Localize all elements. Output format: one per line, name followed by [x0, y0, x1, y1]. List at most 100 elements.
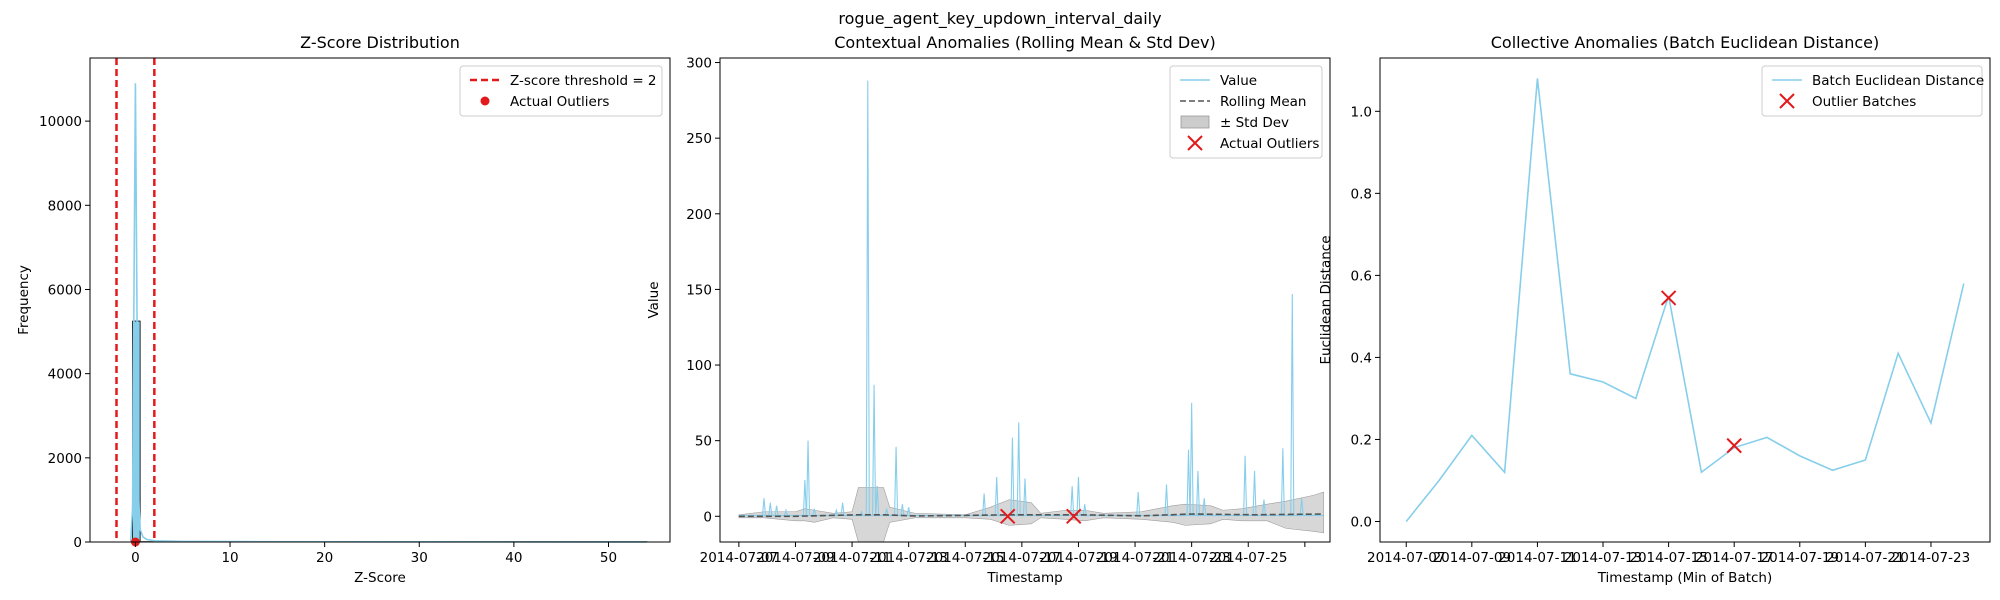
value-spike: [812, 508, 817, 516]
outlier-marker: [999, 508, 1016, 524]
outlier-marker: [1066, 508, 1082, 524]
x-axis-label: Timestamp: [986, 570, 1062, 586]
outlier-x-stroke: [1779, 93, 1795, 109]
legend-label: Batch Euclidean Distance: [1812, 73, 1984, 89]
x-tick-label: 2014-07-21: [1826, 550, 1904, 566]
legend-label: Value: [1220, 73, 1257, 89]
legend-label: Z-score threshold = 2: [510, 73, 657, 89]
x-tick-label: 2014-07-15: [1629, 550, 1707, 566]
x-tick-label: 40: [505, 550, 522, 566]
value-spike: [894, 446, 899, 516]
value-spike: [1252, 470, 1257, 516]
legend-box: [1169, 65, 1323, 159]
value-spike: [900, 504, 905, 516]
rolling-mean-line: [738, 513, 1324, 518]
value-spike: [1076, 476, 1081, 516]
y-tick-label: 300: [686, 56, 712, 72]
plot-area: [1405, 78, 1965, 522]
x-tick-label: 2014-07-19: [1761, 550, 1839, 566]
y-tick-label: 4000: [48, 367, 82, 383]
value-spike: [994, 476, 999, 516]
y-axis-label: Euclidean Distance: [1318, 235, 1334, 364]
value-spike: [834, 508, 839, 516]
x-tick-label: 50: [600, 550, 617, 566]
y-axis-label: Frequency: [16, 265, 32, 335]
value-spike: [774, 505, 779, 516]
x-tick-label: 20: [316, 550, 333, 566]
x-axis-label: Z-Score: [354, 570, 406, 586]
axes-frame: [1379, 57, 1991, 543]
y-tick-label: 10000: [39, 114, 82, 130]
zscore-distribution-panel: 0 10 20 30 40 50 0 2000 4000 6000 8000 10000 Z-Score…: [16, 33, 671, 586]
legend: Batch Euclidean Distance Outlier Batches: [1761, 65, 1984, 117]
legend: Value Rolling Mean ± Std Dev Actual Outlier…: [1169, 65, 1323, 159]
y-tick-label: 0.0: [1351, 514, 1372, 530]
legend-label: Actual Outliers: [1220, 136, 1319, 152]
value-spike: [875, 486, 880, 516]
value-spike: [761, 498, 767, 516]
y-tick-label: 0: [703, 509, 712, 525]
y-tick-label: 50: [695, 434, 712, 450]
y-tick-label: 8000: [48, 198, 82, 214]
legend-box: [1761, 65, 1983, 117]
x-tick-label: 2014-07-11: [1498, 550, 1576, 566]
value-spike: [1082, 504, 1087, 516]
value-spike: [1186, 449, 1191, 516]
value-spike: [1016, 422, 1021, 516]
chart-title: Z-Score Distribution: [300, 33, 460, 52]
value-spike: [805, 440, 811, 516]
x-tick-label: 2014-07-15: [926, 550, 1004, 566]
y-tick-label: 100: [686, 358, 712, 374]
legend-x-handle: [1779, 93, 1795, 109]
legend-label: ± Std Dev: [1220, 115, 1289, 131]
y-tick-label: 200: [686, 207, 712, 223]
y-tick-label: 6000: [48, 282, 82, 298]
axes-frame: [89, 57, 671, 543]
collective-anomalies-panel: 0.0 0.2 0.4 0.6 0.8 1.0 Collective Anomalies (…: [1318, 33, 1991, 586]
value-spike: [1189, 402, 1194, 516]
outlier-x-stroke: [1066, 508, 1082, 524]
x-tick-label: 2014-07-13: [869, 550, 947, 566]
legend-label: Actual Outliers: [510, 94, 609, 110]
value-spike: [1299, 498, 1304, 516]
y-tick-label: 0.2: [1351, 432, 1372, 448]
y-tick-label: 0.4: [1351, 350, 1372, 366]
x-tick-label: 2014-07-07: [700, 550, 778, 566]
value-spike: [784, 508, 789, 516]
value-spike: [840, 502, 845, 516]
outlier-x-stroke: [1726, 437, 1742, 454]
outlier-x-stroke: [1660, 290, 1677, 306]
outlier-batch-marker: [1726, 437, 1742, 454]
outlier-batch-marker: [1660, 290, 1677, 306]
value-spike: [1202, 498, 1207, 516]
y-tick-label: 150: [686, 282, 712, 298]
kde-curve: [129, 83, 647, 543]
y-tick-label: 0.6: [1351, 268, 1372, 284]
value-spike: [982, 493, 987, 516]
y-tick-label: 2000: [48, 451, 82, 467]
x-tick-label: 2014-07-09: [1433, 550, 1511, 566]
value-spike: [906, 507, 911, 516]
contextual-anomalies-panel: 0 50 100 150 200 250 300 Contextual Anomalies (…: [646, 33, 1331, 586]
value-spike: [1164, 484, 1169, 516]
legend-label: Outlier Batches: [1812, 94, 1916, 110]
value-spike: [1290, 293, 1295, 516]
legend-label: Rolling Mean: [1220, 94, 1306, 110]
x-tick-label: 2014-07-21: [1096, 550, 1174, 566]
x-tick-label: 2014-07-19: [1039, 550, 1117, 566]
y-axis-label: Value: [646, 281, 662, 318]
value-spike: [872, 384, 877, 516]
plot-area: [738, 80, 1325, 543]
value-spike: [802, 479, 807, 516]
y-tick-label: 250: [686, 131, 712, 147]
value-spike: [1280, 448, 1285, 516]
x-axis-label: Timestamp (Min of Batch): [1597, 570, 1773, 586]
figure-suptitle: rogue_agent_key_updown_interval_daily: [838, 9, 1161, 29]
value-spike: [865, 80, 870, 516]
x-tick-label: 2014-07-17: [1695, 550, 1773, 566]
x-tick-label: 0: [131, 550, 140, 566]
x-tick-label: 2014-07-07: [1367, 550, 1445, 566]
value-spike: [884, 508, 889, 516]
y-tick-label: 0: [73, 535, 82, 551]
